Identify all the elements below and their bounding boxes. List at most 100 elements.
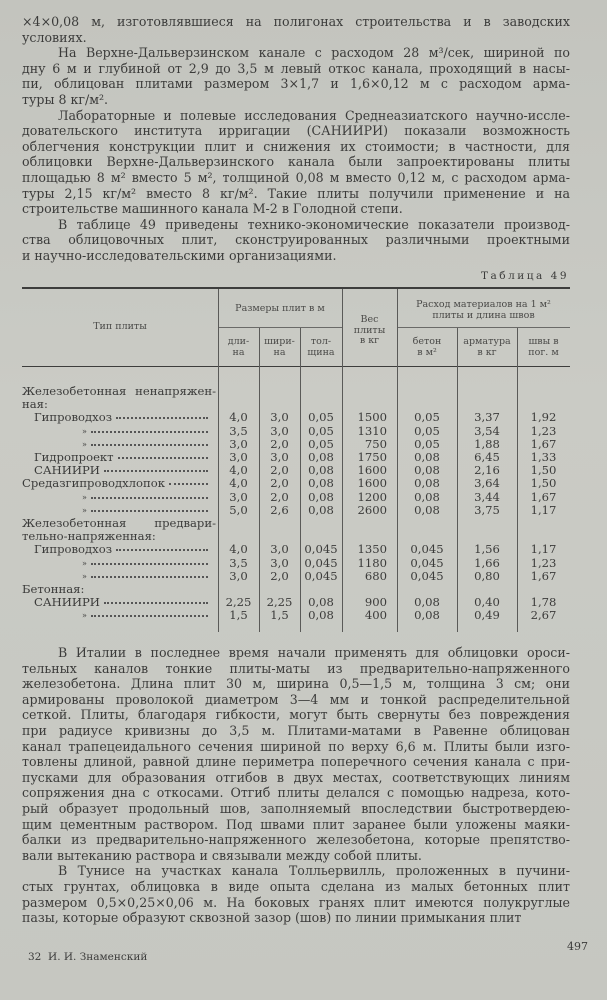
table-cell: 0,045 xyxy=(410,555,444,570)
text-line: дну 6 м и глубиной от 2,9 до 3,5 м левый… xyxy=(22,60,570,76)
row-label: » xyxy=(22,438,212,451)
table-cell: 3,0 xyxy=(270,450,289,464)
table-cell: 0,08 xyxy=(414,450,440,464)
text-line: В Тунисе на участках канала Толльервилль… xyxy=(58,863,570,879)
row-label-text: Гидропроект xyxy=(34,451,114,464)
table-cell: 0,40 xyxy=(474,595,500,610)
table-cell: 3,0 xyxy=(270,423,289,438)
table-cell: 3,0 xyxy=(270,555,289,570)
leader-dots xyxy=(117,451,208,459)
table-cell: 3,0 xyxy=(229,436,248,451)
text-line: площадью 8 м² вместо 5 м², толщиной 0,08… xyxy=(22,169,570,185)
body-text-top: ×4×0,08 м, изготовлявшиеся на полигонах … xyxy=(22,14,570,264)
leader-dots xyxy=(90,557,208,565)
table-cell: 0,045 xyxy=(304,568,338,583)
table-cell: 0,08 xyxy=(308,595,334,610)
text-line: облицовки Верхне-Дальверзинского канала … xyxy=(22,154,570,170)
table-cell: 2,25 xyxy=(225,595,252,610)
row-label-text: » xyxy=(82,558,87,568)
table-cell: 2,0 xyxy=(270,463,289,478)
table-cell: 0,05 xyxy=(414,436,440,451)
text-line: пи, облицован плитами размером 3×1,7 и 1… xyxy=(22,76,570,92)
text-line: при радиусе кривизны до 3,5 м. Плитами-м… xyxy=(22,722,570,738)
row-label: » xyxy=(22,609,212,622)
table-cell: 1,78 xyxy=(530,595,557,610)
text-line: сеткой. Плиты, благодаря гибкости, могут… xyxy=(22,707,570,723)
text-line: ства облицовочных плит, сконструированны… xyxy=(22,232,570,248)
table-row: » 3,0 2,0 0,08 1200 0,08 3,44 1,67 xyxy=(22,489,570,504)
leader-dots xyxy=(90,570,208,578)
table-cell: 0,05 xyxy=(414,423,440,438)
header-width: шири- на xyxy=(264,336,295,358)
column-divider xyxy=(342,289,343,632)
row-label: Гидропроект xyxy=(22,451,212,464)
row-label-text: » xyxy=(82,439,87,449)
table-cell: 1,88 xyxy=(474,436,500,451)
row-label-text: » xyxy=(82,492,87,502)
header-length: дли- на xyxy=(227,336,250,358)
text-line: пазы, которые образуют сквозной зазор (ш… xyxy=(22,910,522,926)
row-label: Средазгипроводхлопок xyxy=(22,477,212,490)
row-label-text: Железобетонная предвари- xyxy=(22,517,216,530)
table-row: » 3,5 3,0 0,045 1180 0,045 1,66 1,23 xyxy=(22,555,570,570)
text-line: сопряжения дна с откосами. Отгиб плиты д… xyxy=(22,785,570,801)
table-cell: 3,0 xyxy=(229,489,248,504)
table-cell: 1600 xyxy=(357,463,387,478)
header-sizes: Размеры плит в м xyxy=(235,303,325,314)
row-label-text: Гипроводхоз xyxy=(34,411,113,425)
leader-dots xyxy=(90,491,208,499)
row-label: » xyxy=(22,570,212,583)
table-cell: 680 xyxy=(364,568,387,583)
row-label: » xyxy=(22,491,212,504)
text-line: строительстве машинного канала М-2 в Гол… xyxy=(22,201,403,217)
table-cell: 0,08 xyxy=(308,463,334,478)
leader-dots xyxy=(90,504,208,512)
table-row: » 5,0 2,6 0,08 2600 0,08 3,75 1,17 xyxy=(22,502,570,517)
table-top-rule xyxy=(22,287,570,289)
row-label: САНИИРИ xyxy=(22,596,212,609)
table-cell: 1500 xyxy=(357,410,387,425)
table-cell: 0,49 xyxy=(474,608,500,623)
table-cell: 0,045 xyxy=(304,555,338,570)
table-cell: 0,08 xyxy=(414,502,440,517)
table-cell: 2,0 xyxy=(270,568,289,583)
header-subdivider xyxy=(397,327,570,328)
table-row: » 3,5 3,0 0,05 1310 0,05 3,54 1,23 xyxy=(22,423,570,438)
leader-dots xyxy=(103,464,208,473)
table-cell: 1310 xyxy=(357,423,387,438)
row-label: » xyxy=(22,557,212,570)
row-label: тельно-напряженная: xyxy=(22,530,216,543)
table-cell: 1,67 xyxy=(530,489,557,504)
row-label: » xyxy=(22,425,212,438)
row-label-text: САНИИРИ xyxy=(34,464,100,478)
table-cell: 1,17 xyxy=(530,502,557,517)
table-cell: 3,64 xyxy=(474,476,500,491)
table-cell: 0,80 xyxy=(474,568,500,583)
table-cell: 1,50 xyxy=(530,476,557,491)
table-cell: 3,54 xyxy=(474,423,500,438)
row-label: Гипроводхоз xyxy=(22,543,212,556)
table-row: Гипроводхоз 4,0 3,0 0,05 1500 0,05 3,37 1,92 xyxy=(22,411,570,424)
row-label: Гипроводхоз xyxy=(22,411,212,424)
text-line: щим цементным раствором. Под швами плит … xyxy=(22,816,570,832)
table-cell: 2,6 xyxy=(270,502,289,517)
table-cell: 1,5 xyxy=(229,608,248,623)
text-line: В Италии в последнее время начали примен… xyxy=(58,645,570,660)
table-row: САНИИРИ 4,0 2,0 0,08 1600 0,08 2,16 1,50 xyxy=(22,463,570,478)
leader-dots xyxy=(168,477,208,486)
table-cell: 0,05 xyxy=(414,410,440,425)
leader-dots xyxy=(116,543,208,552)
text-line: стых грунтах, облицовка в виде опыта сде… xyxy=(22,878,570,894)
table-cell: 0,08 xyxy=(308,450,334,464)
table-cell: 3,0 xyxy=(270,542,289,557)
text-line: туры 2,15 кг/м² вместо 8 кг/м². Такие пл… xyxy=(22,185,570,201)
row-label: Железобетонная ненапряжен- xyxy=(22,385,216,398)
text-line: условиях. xyxy=(22,29,87,45)
table-cell: 1,50 xyxy=(530,463,557,478)
text-line: размером 0,5×0,25×0,06 м. На боковых гра… xyxy=(22,894,570,910)
table-cell: 0,05 xyxy=(308,410,334,425)
row-label: САНИИРИ xyxy=(22,464,212,477)
text-line: довательского института ирригации (САНИИ… xyxy=(22,123,570,139)
table-group-row: ная: xyxy=(22,398,570,411)
text-line: рый образует продольный шов, заполняемый… xyxy=(22,800,570,816)
